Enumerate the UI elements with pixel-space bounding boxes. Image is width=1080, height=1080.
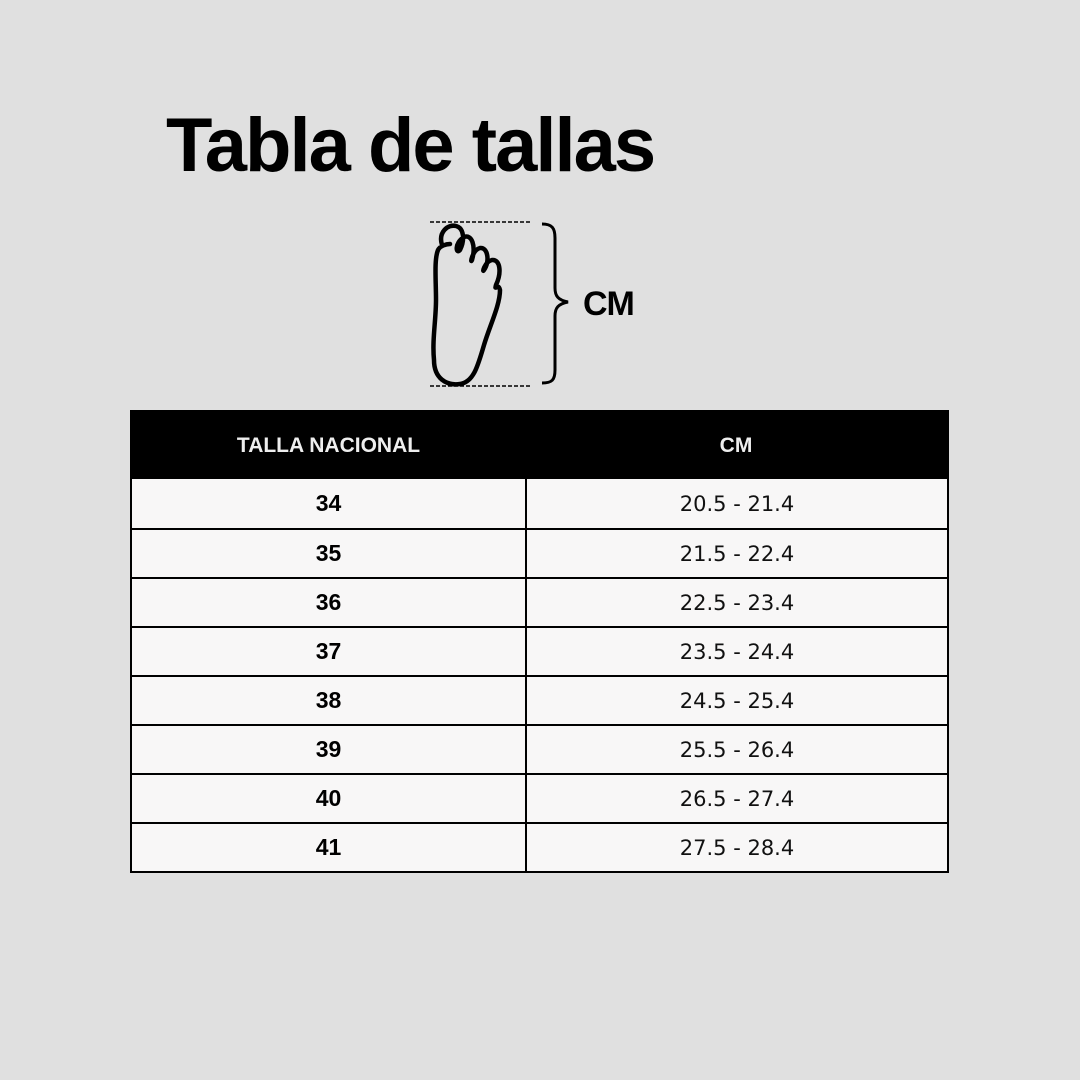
foot-measure-diagram xyxy=(420,210,660,400)
cm-cell: 25.5 - 26.4 xyxy=(679,737,795,762)
table-row: 41 27.5 - 28.4 xyxy=(132,822,947,871)
size-table: TALLA NACIONAL CM 34 20.5 - 21.4 35 21.5 - … xyxy=(130,410,949,873)
cm-cell: 24.5 - 25.4 xyxy=(679,688,795,713)
table-row: 37 23.5 - 24.4 xyxy=(132,626,947,675)
size-cell: 39 xyxy=(132,726,527,773)
cm-cell: 23.5 - 24.4 xyxy=(679,639,795,664)
size-cell: 40 xyxy=(132,775,527,822)
size-cell: 35 xyxy=(132,530,527,577)
cm-cell: 21.5 - 22.4 xyxy=(679,541,795,566)
table-row: 38 24.5 - 25.4 xyxy=(132,675,947,724)
cm-cell: 27.5 - 28.4 xyxy=(679,835,795,860)
size-cell: 34 xyxy=(132,479,527,528)
table-header: TALLA NACIONAL CM xyxy=(132,412,947,479)
header-cm: CM xyxy=(719,433,753,457)
brace-icon xyxy=(541,222,569,385)
table-row: 40 26.5 - 27.4 xyxy=(132,773,947,822)
table-row: 39 25.5 - 26.4 xyxy=(132,724,947,773)
table-row: 36 22.5 - 23.4 xyxy=(132,577,947,626)
table-row: 35 21.5 - 22.4 xyxy=(132,528,947,577)
cm-cell: 22.5 - 23.4 xyxy=(679,590,795,615)
size-cell: 41 xyxy=(132,824,527,871)
foot-icon xyxy=(430,221,569,387)
table-row: 34 20.5 - 21.4 xyxy=(132,479,947,528)
size-cell: 37 xyxy=(132,628,527,675)
size-cell: 38 xyxy=(132,677,527,724)
size-cell: 36 xyxy=(132,579,527,626)
page-title: Tabla de tallas xyxy=(166,103,656,188)
cm-cell: 26.5 - 27.4 xyxy=(679,786,795,811)
cm-cell: 20.5 - 21.4 xyxy=(679,491,795,516)
measure-label: CM xyxy=(583,285,635,323)
header-talla-nacional: TALLA NACIONAL xyxy=(236,433,421,457)
